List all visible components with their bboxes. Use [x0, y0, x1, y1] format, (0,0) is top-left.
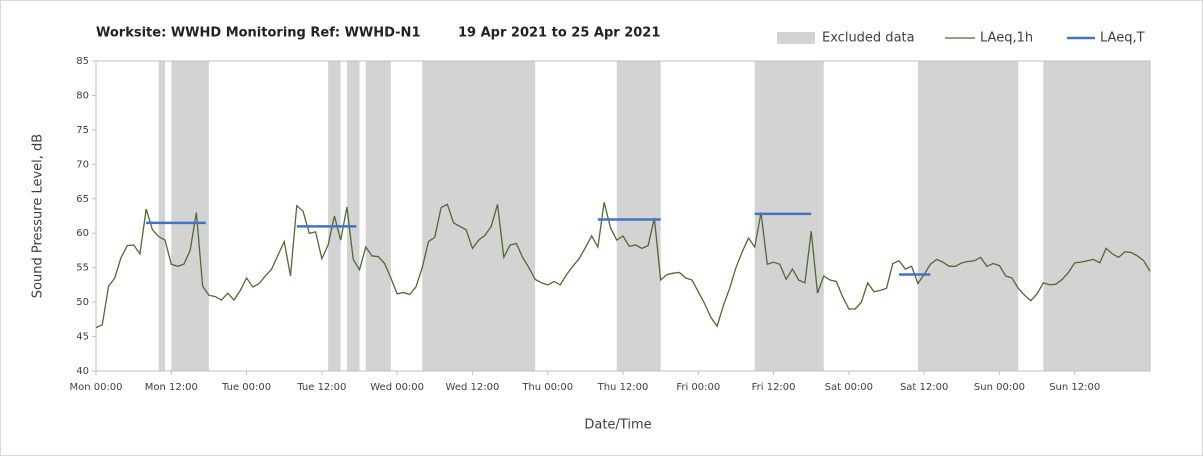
- x-tick-label: Fri 12:00: [752, 382, 796, 393]
- x-tick-label: Mon 12:00: [145, 382, 198, 393]
- x-tick-label: Fri 00:00: [676, 382, 720, 393]
- legend-swatch: [777, 32, 815, 44]
- x-axis-title: Date/Time: [584, 418, 651, 433]
- y-tick-label: 45: [76, 332, 89, 343]
- x-tick-label: Thu 12:00: [597, 382, 649, 393]
- x-tick-label: Sun 12:00: [1049, 382, 1100, 393]
- y-tick-label: 40: [76, 366, 89, 377]
- chart-subtitle: 19 Apr 2021 to 25 Apr 2021: [458, 26, 660, 41]
- excluded-band: [1043, 61, 1150, 371]
- y-tick-label: 85: [76, 56, 89, 67]
- excluded-band: [616, 61, 661, 371]
- legend-label: LAeq,T: [1100, 31, 1145, 46]
- excluded-band: [171, 61, 209, 371]
- x-tick-label: Sun 00:00: [974, 382, 1025, 393]
- y-tick-label: 80: [76, 90, 89, 101]
- y-tick-label: 70: [76, 159, 89, 170]
- y-tick-label: 55: [76, 263, 89, 274]
- chart-title: Worksite: WWHD Monitoring Ref: WWHD-N1: [96, 26, 421, 41]
- x-tick-label: Tue 12:00: [296, 382, 346, 393]
- y-tick-label: 60: [76, 228, 89, 239]
- y-tick-label: 50: [76, 297, 89, 308]
- excluded-band: [346, 61, 360, 371]
- excluded-band: [754, 61, 824, 371]
- y-tick-label: 65: [76, 194, 89, 205]
- legend-label: LAeq,1h: [980, 31, 1033, 46]
- x-tick-label: Tue 00:00: [221, 382, 271, 393]
- excluded-band: [158, 61, 166, 371]
- legend-label: Excluded data: [822, 31, 915, 46]
- y-tick-label: 75: [76, 125, 89, 136]
- laeq-1h-line: [95, 202, 1151, 329]
- excluded-band: [917, 61, 1019, 371]
- x-tick-label: Sat 00:00: [825, 382, 873, 393]
- y-axis-title: Sound Pressure Level, dB: [31, 134, 46, 298]
- excluded-band: [422, 61, 536, 371]
- x-tick-label: Sat 12:00: [900, 382, 948, 393]
- x-tick-label: Mon 00:00: [69, 382, 122, 393]
- x-tick-label: Wed 12:00: [446, 382, 500, 393]
- x-tick-label: Wed 00:00: [370, 382, 424, 393]
- excluded-band: [365, 61, 391, 371]
- x-tick-label: Thu 00:00: [521, 382, 573, 393]
